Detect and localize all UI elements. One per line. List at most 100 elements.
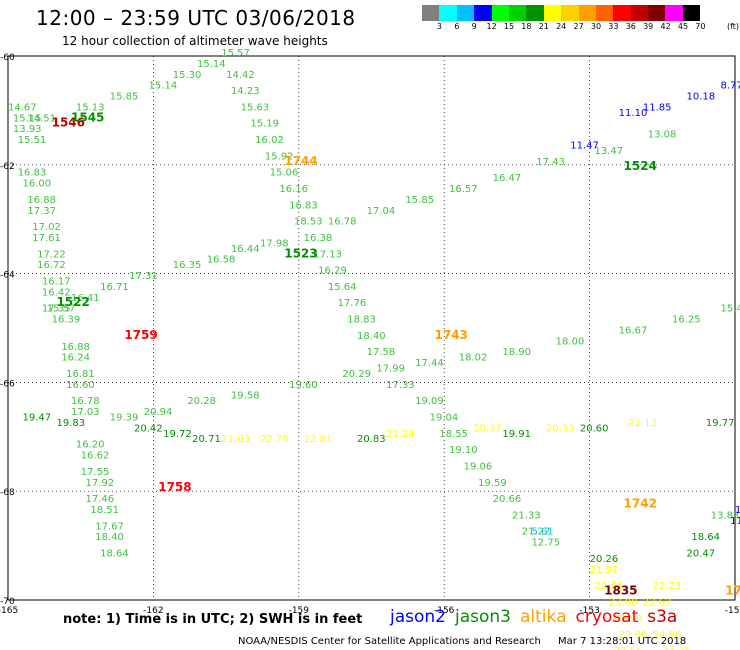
pass-time-label: 1743	[435, 328, 468, 342]
wave-height-value: 19.77	[706, 418, 735, 429]
wave-height-value: 20.94	[144, 407, 173, 418]
latitude-label: -66	[0, 379, 15, 389]
map-frame	[7, 55, 736, 601]
color-scale-label: 42	[660, 22, 671, 31]
color-scale-label: 15	[503, 22, 515, 31]
wave-height-value: 21.24	[386, 429, 415, 440]
wave-height-value: 17.61	[32, 233, 61, 244]
wave-height-value: 22.96	[619, 630, 648, 641]
wave-height-value: 20.28	[187, 396, 216, 407]
color-scale-bar	[422, 5, 701, 21]
credit-org: NOAA/NESDIS Center for Satellite Applica…	[238, 636, 541, 647]
wave-height-value: 19.72	[163, 429, 192, 440]
wave-height-value: 19.60	[289, 380, 318, 391]
longitude-label: -150	[725, 606, 740, 616]
pass-time-label: 1742	[624, 497, 657, 511]
satellite-legend: jason2 jason3 altika cryosat s3a	[390, 607, 686, 627]
color-scale-label: 12	[486, 22, 497, 31]
wave-height-value: 16.17	[42, 276, 71, 287]
color-swatch	[665, 5, 683, 21]
wave-height-value: 17.13	[313, 249, 342, 260]
wave-height-value: 18.40	[95, 532, 124, 543]
wave-height-value: 17.35	[42, 304, 71, 315]
wave-height-value: 17.04	[367, 206, 396, 217]
wave-height-value: 16.67	[619, 325, 648, 336]
footnote: note: 1) Time is in UTC; 2) SWH is in fe…	[63, 612, 363, 627]
wave-height-value: 16.35	[173, 260, 202, 271]
wave-height-value: 17.46	[86, 494, 115, 505]
wave-height-value: 17.37	[27, 206, 56, 217]
wave-height-value: 10.18	[687, 92, 716, 103]
wave-height-value: 16.29	[318, 266, 347, 277]
wave-height-value: 16.58	[207, 255, 236, 266]
wave-height-value: 19.59	[478, 478, 507, 489]
wave-height-value: 22.55	[614, 646, 643, 650]
pass-time-label: 1545	[71, 110, 104, 124]
color-swatch	[456, 5, 475, 21]
color-scale-label: 21	[538, 22, 549, 31]
color-scale-label: 27	[573, 22, 584, 31]
wave-height-value: 17.02	[32, 222, 61, 233]
wave-height-value: 20.83	[357, 434, 386, 445]
wave-height-value: 19.58	[231, 391, 260, 402]
wave-height-value: 16.78	[328, 217, 357, 228]
wave-height-value: 17.43	[536, 157, 565, 168]
color-swatch	[595, 5, 614, 21]
wave-height-value: 13.83	[711, 510, 740, 521]
longitude-label: -153	[579, 606, 599, 616]
wave-height-value: 17.55	[81, 467, 110, 478]
color-scale-label: 3	[436, 22, 442, 31]
wave-height-value: 20.33	[546, 423, 575, 434]
wave-height-value: 14.67	[8, 102, 37, 113]
pass-time-label: 1758	[158, 480, 191, 494]
legend-jason2: jason2	[390, 607, 446, 627]
wave-height-value: 16.25	[672, 315, 701, 326]
wave-height-value: 13.08	[648, 130, 677, 141]
color-scale-label: 36	[625, 22, 636, 31]
credit-timestamp: Mar 7 13:28:01 UTC 2018	[558, 636, 687, 647]
wave-height-value: 20.29	[342, 369, 371, 380]
color-swatch	[648, 5, 666, 21]
color-swatch	[439, 5, 457, 21]
map-subtitle: 12 hour collection of altimeter wave hei…	[62, 34, 328, 48]
color-swatch	[543, 5, 562, 21]
wave-height-value: 20.47	[687, 548, 716, 559]
wave-height-value: 18.02	[459, 353, 488, 364]
wave-height-value: 19.09	[415, 396, 444, 407]
color-swatch	[613, 5, 631, 21]
wave-height-value: 14.42	[226, 70, 255, 81]
latitude-label: -62	[0, 162, 15, 172]
pass-time-label: 1524	[624, 159, 657, 173]
wave-height-value: 18.64	[100, 548, 129, 559]
wave-height-value: 16.20	[76, 440, 105, 451]
color-swatch	[578, 5, 596, 21]
color-swatch	[508, 5, 527, 21]
wave-height-value: 15.57	[221, 48, 250, 59]
wave-height-value: 15.92	[265, 151, 294, 162]
wave-height-value: 15.85	[405, 195, 434, 206]
wave-height-value: 16.60	[66, 380, 95, 391]
color-scale-unit: (ft)	[727, 22, 740, 31]
pass-time-label: 1523	[284, 246, 317, 260]
wave-height-value: 15.30	[173, 70, 202, 81]
latitude-label: -70	[0, 597, 15, 607]
wave-height-value: 16.81	[66, 369, 95, 380]
wave-height-value: 22.90	[614, 614, 643, 625]
wave-height-value: 16.02	[255, 135, 284, 146]
wave-height-value: 16.57	[449, 184, 478, 195]
wave-height-value: 12.75	[531, 538, 560, 549]
wave-height-value: 10.4	[735, 505, 740, 516]
wave-height-value: 18.51	[90, 505, 119, 516]
wave-height-value: 17.44	[415, 358, 444, 369]
wave-height-value: 11.80	[730, 516, 740, 527]
wave-height-value: 15.14	[149, 81, 178, 92]
wave-height-value: 15.14	[197, 59, 226, 70]
wave-height-value: 15.45	[720, 304, 740, 315]
wave-height-value: 22.62	[643, 597, 672, 608]
wave-height-value: 20.37	[473, 423, 502, 434]
wave-height-value: 11.85	[643, 102, 672, 113]
color-swatch	[422, 5, 440, 21]
color-swatch	[474, 5, 492, 21]
wave-height-value: 22.78	[260, 434, 289, 445]
